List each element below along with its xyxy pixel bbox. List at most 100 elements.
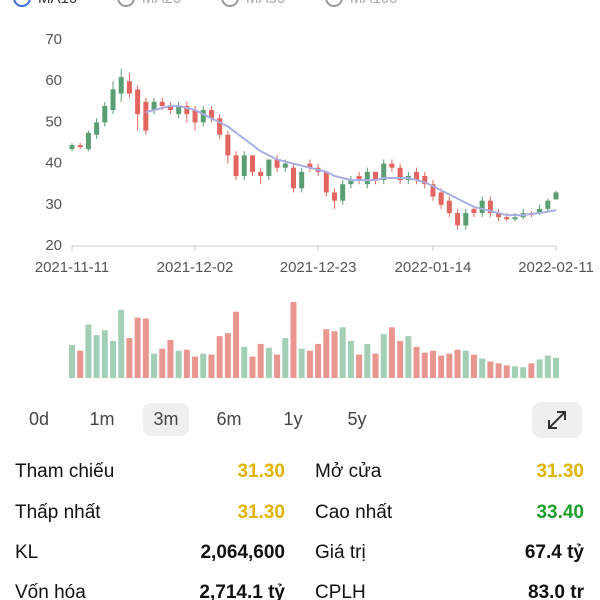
period-tab[interactable]: 1m	[89, 409, 114, 429]
candle-body	[208, 110, 214, 119]
volume-bar	[192, 356, 199, 378]
candle-body	[143, 101, 149, 131]
volume-bar	[298, 348, 305, 378]
volume-bar	[175, 350, 182, 378]
volume-bar	[167, 340, 174, 378]
stat-label: Tham chiếu	[15, 461, 114, 482]
candle-body	[282, 163, 288, 168]
candle-body	[553, 192, 559, 200]
candle-body	[258, 171, 264, 176]
expand-icon[interactable]	[548, 411, 566, 429]
volume-bar	[520, 367, 527, 378]
expand-button[interactable]	[532, 402, 582, 438]
volume-bar	[347, 340, 354, 378]
volume-bar	[85, 324, 92, 378]
volume-bar	[462, 350, 469, 378]
candle-body	[332, 192, 338, 201]
candle-body	[151, 101, 157, 111]
period-tab[interactable]: 5y	[347, 409, 366, 429]
stat-label: Giá trị	[315, 542, 366, 563]
ma-line	[145, 104, 557, 217]
candle-body	[545, 200, 551, 209]
volume-bar	[421, 352, 428, 378]
candle-body	[241, 155, 247, 176]
candle-body	[356, 175, 362, 181]
stat-label: Vốn hóa	[15, 582, 86, 600]
legend-label[interactable]: MA20	[142, 0, 181, 7]
volume-bar	[151, 353, 158, 378]
volume-bar	[397, 340, 404, 378]
legend-icon[interactable]	[117, 0, 135, 7]
y-tick-label: 60	[45, 72, 62, 89]
candle-body	[389, 163, 395, 168]
legend-label[interactable]: MA100	[350, 0, 398, 7]
y-tick-label: 40	[45, 155, 62, 172]
volume-bar	[142, 318, 149, 378]
x-tick-label: 2021-12-23	[280, 259, 357, 276]
stat-label: Mở cửa	[315, 461, 382, 482]
legend-icon[interactable]	[325, 0, 343, 7]
volume-bar	[405, 336, 412, 378]
candle-body	[102, 105, 108, 123]
volume-bar	[224, 333, 231, 378]
stat-label: CPLH	[315, 582, 366, 600]
candle-body	[266, 159, 272, 176]
volume-bar	[208, 354, 215, 378]
volume-bar	[77, 350, 84, 378]
candle-body	[471, 208, 477, 214]
legend-icon[interactable]	[221, 0, 239, 7]
candle-body	[414, 171, 420, 181]
x-tick-label: 2022-02-11	[518, 259, 594, 276]
stat-value: 2,064,600	[200, 542, 285, 563]
legend-label[interactable]: MA50	[246, 0, 285, 7]
candle-body	[225, 134, 231, 156]
candle-body	[496, 213, 502, 218]
volume-bar	[200, 353, 207, 378]
candle-body	[397, 167, 403, 181]
candle-body	[69, 145, 75, 150]
candle-body	[167, 105, 173, 111]
legend-icon[interactable]	[13, 0, 31, 7]
volume-bar	[93, 335, 100, 378]
stat-value: 2,714.1 tỷ	[199, 582, 285, 600]
candle-body	[200, 110, 206, 123]
volume-bar	[479, 358, 486, 378]
volume-bar	[553, 357, 559, 378]
volume-bar	[536, 359, 543, 378]
stat-value: 67.4 tỷ	[525, 542, 585, 563]
volume-bar	[331, 331, 338, 378]
volume-bar	[429, 350, 436, 378]
candle-body	[504, 217, 510, 220]
volume-bar	[69, 344, 75, 378]
volume-bar	[356, 354, 363, 378]
period-tab[interactable]: 3m	[153, 409, 178, 429]
candle-body	[233, 155, 239, 176]
candle-body	[512, 217, 518, 220]
candle-body	[364, 171, 370, 185]
volume-bar	[249, 356, 256, 378]
stat-value: 31.30	[237, 502, 285, 523]
candle-body	[537, 208, 543, 214]
volume-bar	[446, 353, 453, 378]
volume-bar	[413, 346, 420, 378]
volume-bar	[339, 327, 346, 378]
candle-body	[94, 122, 100, 135]
period-tab[interactable]: 6m	[216, 409, 241, 429]
volume-bar	[503, 365, 510, 378]
candle-body	[217, 118, 223, 135]
volume-bar	[380, 334, 387, 378]
volume-bar	[101, 330, 108, 378]
period-tab[interactable]: 1y	[283, 409, 302, 429]
candle-body	[110, 89, 116, 111]
legend-label[interactable]: MA10	[38, 0, 77, 7]
candle-body	[479, 200, 485, 214]
candle-body	[192, 110, 198, 123]
candle-body	[430, 184, 436, 197]
stat-value: 31.30	[237, 461, 285, 482]
period-tab[interactable]: 0d	[29, 409, 49, 429]
volume-bar	[274, 354, 281, 378]
volume-bar	[257, 343, 264, 378]
candle-body	[135, 89, 141, 115]
candle-body	[487, 200, 493, 214]
